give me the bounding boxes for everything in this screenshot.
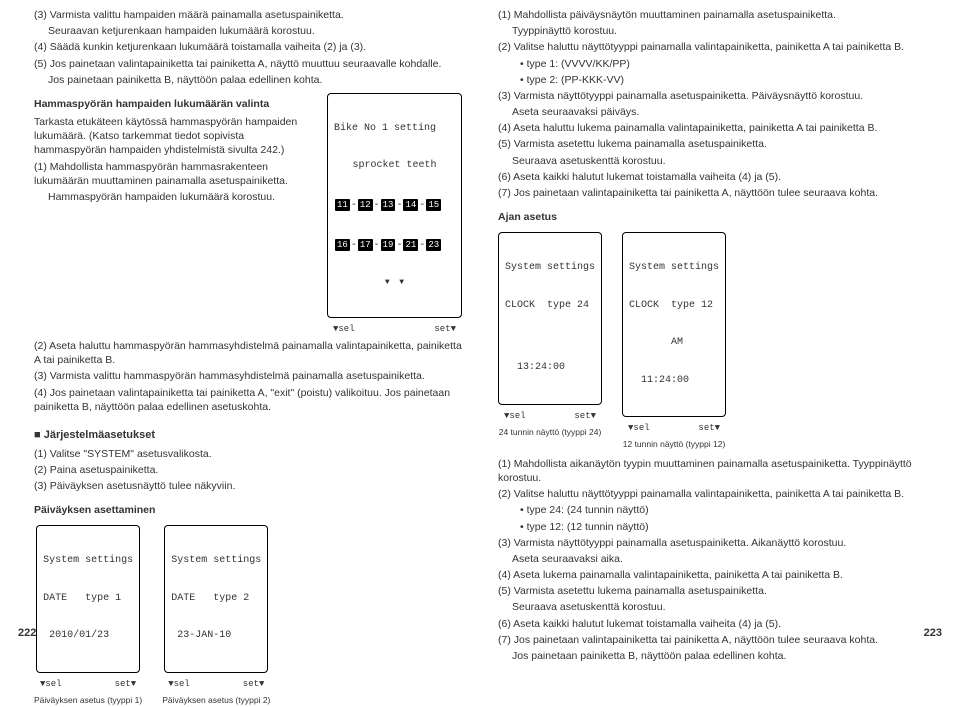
lcd-row-group: System settings CLOCK type 24 13:24:00 ▼…: [498, 232, 926, 451]
text-line: (7) Jos painetaan valintapainiketta tai …: [498, 186, 926, 200]
arrow-row: ▼ ▼: [334, 278, 455, 288]
subheading: Ajan asetus: [498, 210, 926, 224]
text-line: (6) Aseta kaikki halutut lukemat toistam…: [498, 170, 926, 184]
left-column: (3) Varmista valittu hampaiden määrä pai…: [24, 8, 480, 647]
text-line: (3) Päiväyksen asetusnäyttö tulee näkyvi…: [34, 479, 462, 493]
nav-sel: ▼sel: [628, 422, 650, 434]
lcd-caption: Päiväyksen asetus (tyyppi 1): [34, 695, 142, 706]
sprocket-lcd: Bike No 1 setting sprocket teeth 11-12-1…: [327, 93, 462, 335]
text-line: (3) Varmista valittu hampaiden määrä pai…: [34, 8, 462, 22]
lcd-line: DATE type 2: [171, 593, 261, 606]
lcd-line: 2010/01/23: [43, 630, 133, 643]
text-line: (4) Jos painetaan valintapainiketta tai …: [34, 386, 462, 414]
lcd-line: System settings: [171, 555, 261, 568]
nav-set: set▼: [574, 410, 596, 422]
text-line: (7) Jos painetaan valintapainiketta tai …: [498, 633, 926, 647]
text-line: (2) Aseta haluttu hammaspyörän hammasyhd…: [34, 339, 462, 367]
lcd-line: 23-JAN-10: [171, 630, 261, 643]
lcd-caption: 12 tunnin näyttö (tyyppi 12): [623, 439, 726, 450]
text-line: Jos painetaan painiketta B, näyttöön pal…: [34, 73, 462, 87]
lcd-line: 11:24:00: [629, 375, 719, 388]
lcd-line: System settings: [43, 555, 133, 568]
text-line: (4) Säädä kunkin ketjurenkaan lukumäärä …: [34, 40, 462, 54]
nav-sel: ▼sel: [168, 678, 190, 690]
nav-sel: ▼sel: [504, 410, 526, 422]
bullet-line: • type 24: (24 tunnin näyttö): [498, 503, 926, 517]
lcd-clock-24: System settings CLOCK type 24 13:24:00 ▼…: [498, 232, 602, 438]
nav-sel: ▼sel: [40, 678, 62, 690]
lcd-nav: ▼sel set▼: [327, 323, 462, 335]
text-line: (1) Valitse "SYSTEM" asetusvalikosta.: [34, 447, 462, 461]
lcd-line: DATE type 1: [43, 593, 133, 606]
text-line: (5) Varmista asetettu lukema painamalla …: [498, 137, 926, 151]
bullet-line: • type 1: (VVVV/KK/PP): [498, 57, 926, 71]
lcd-caption: Päiväyksen asetus (tyyppi 2): [162, 695, 270, 706]
lcd-line: System settings: [505, 262, 595, 275]
bullet-line: • type 12: (12 tunnin näyttö): [498, 520, 926, 534]
lcd-row-group: System settings DATE type 1 2010/01/23 ▼…: [34, 525, 462, 706]
lcd-line: sprocket teeth: [334, 160, 455, 173]
lcd-line: System settings: [629, 262, 719, 275]
lcd-date-type2: System settings DATE type 2 23-JAN-10 ▼s…: [162, 525, 270, 706]
text-line: (4) Aseta haluttu lukema painamalla vali…: [498, 121, 926, 135]
text-line: (5) Varmista asetettu lukema painamalla …: [498, 584, 926, 598]
text-line: (1) Mahdollista aikanäytön tyypin muutta…: [498, 457, 926, 485]
text-line: Tyyppinäyttö korostuu.: [498, 24, 926, 38]
text-line: (4) Aseta lukema painamalla valintapaini…: [498, 568, 926, 582]
sprocket-row: 16-17-19-21-23: [334, 238, 455, 253]
text-line: Seuraava asetuskenttä korostuu.: [498, 154, 926, 168]
lcd-line: 13:24:00: [505, 362, 595, 375]
text-line: Jos painetaan painiketta B, näyttöön pal…: [498, 649, 926, 663]
text-line: Seuraava asetuskenttä korostuu.: [498, 600, 926, 614]
page-number-right: 223: [924, 626, 942, 641]
text-line: (3) Varmista näyttötyyppi painamalla ase…: [498, 536, 926, 550]
text-line: (3) Varmista näyttötyyppi painamalla ase…: [498, 89, 926, 103]
section-header: Järjestelmäasetukset: [34, 428, 462, 443]
text-line: (3) Varmista valittu hammaspyörän hammas…: [34, 369, 462, 383]
text-line: (2) Valitse haluttu näyttötyyppi painama…: [498, 487, 926, 501]
text-line: Aseta seuraavaksi aika.: [498, 552, 926, 566]
right-column: (1) Mahdollista päiväysnäytön muuttamine…: [480, 8, 936, 647]
nav-set: set▼: [698, 422, 720, 434]
text-line: (2) Valitse haluttu näyttötyyppi painama…: [498, 40, 926, 54]
nav-set: set▼: [243, 678, 265, 690]
sprocket-row: 11-12-13-14-15: [334, 198, 455, 213]
lcd-line: CLOCK type 12: [629, 300, 719, 313]
page-number-left: 222: [18, 626, 36, 641]
subheading: Päiväyksen asettaminen: [34, 503, 462, 517]
text-line: Aseta seuraavaksi päiväys.: [498, 105, 926, 119]
lcd-clock-12: System settings CLOCK type 12 AM 11:24:0…: [622, 232, 726, 451]
nav-set: set▼: [434, 323, 456, 335]
lcd-line: AM: [629, 337, 719, 350]
lcd-line: CLOCK type 24: [505, 300, 595, 313]
nav-set: set▼: [115, 678, 137, 690]
text-line: (2) Paina asetuspainiketta.: [34, 463, 462, 477]
text-line: (5) Jos painetaan valintapainiketta tai …: [34, 57, 462, 71]
bullet-line: • type 2: (PP-KKK-VV): [498, 73, 926, 87]
text-line: (6) Aseta kaikki halutut lukemat toistam…: [498, 617, 926, 631]
text-line: Seuraavan ketjurenkaan hampaiden lukumää…: [34, 24, 462, 38]
text-line: (1) Mahdollista päiväysnäytön muuttamine…: [498, 8, 926, 22]
lcd-line: Bike No 1 setting: [334, 123, 455, 136]
lcd-date-type1: System settings DATE type 1 2010/01/23 ▼…: [34, 525, 142, 706]
nav-sel: ▼sel: [333, 323, 355, 335]
lcd-caption: 24 tunnin näyttö (tyyppi 24): [499, 427, 602, 438]
